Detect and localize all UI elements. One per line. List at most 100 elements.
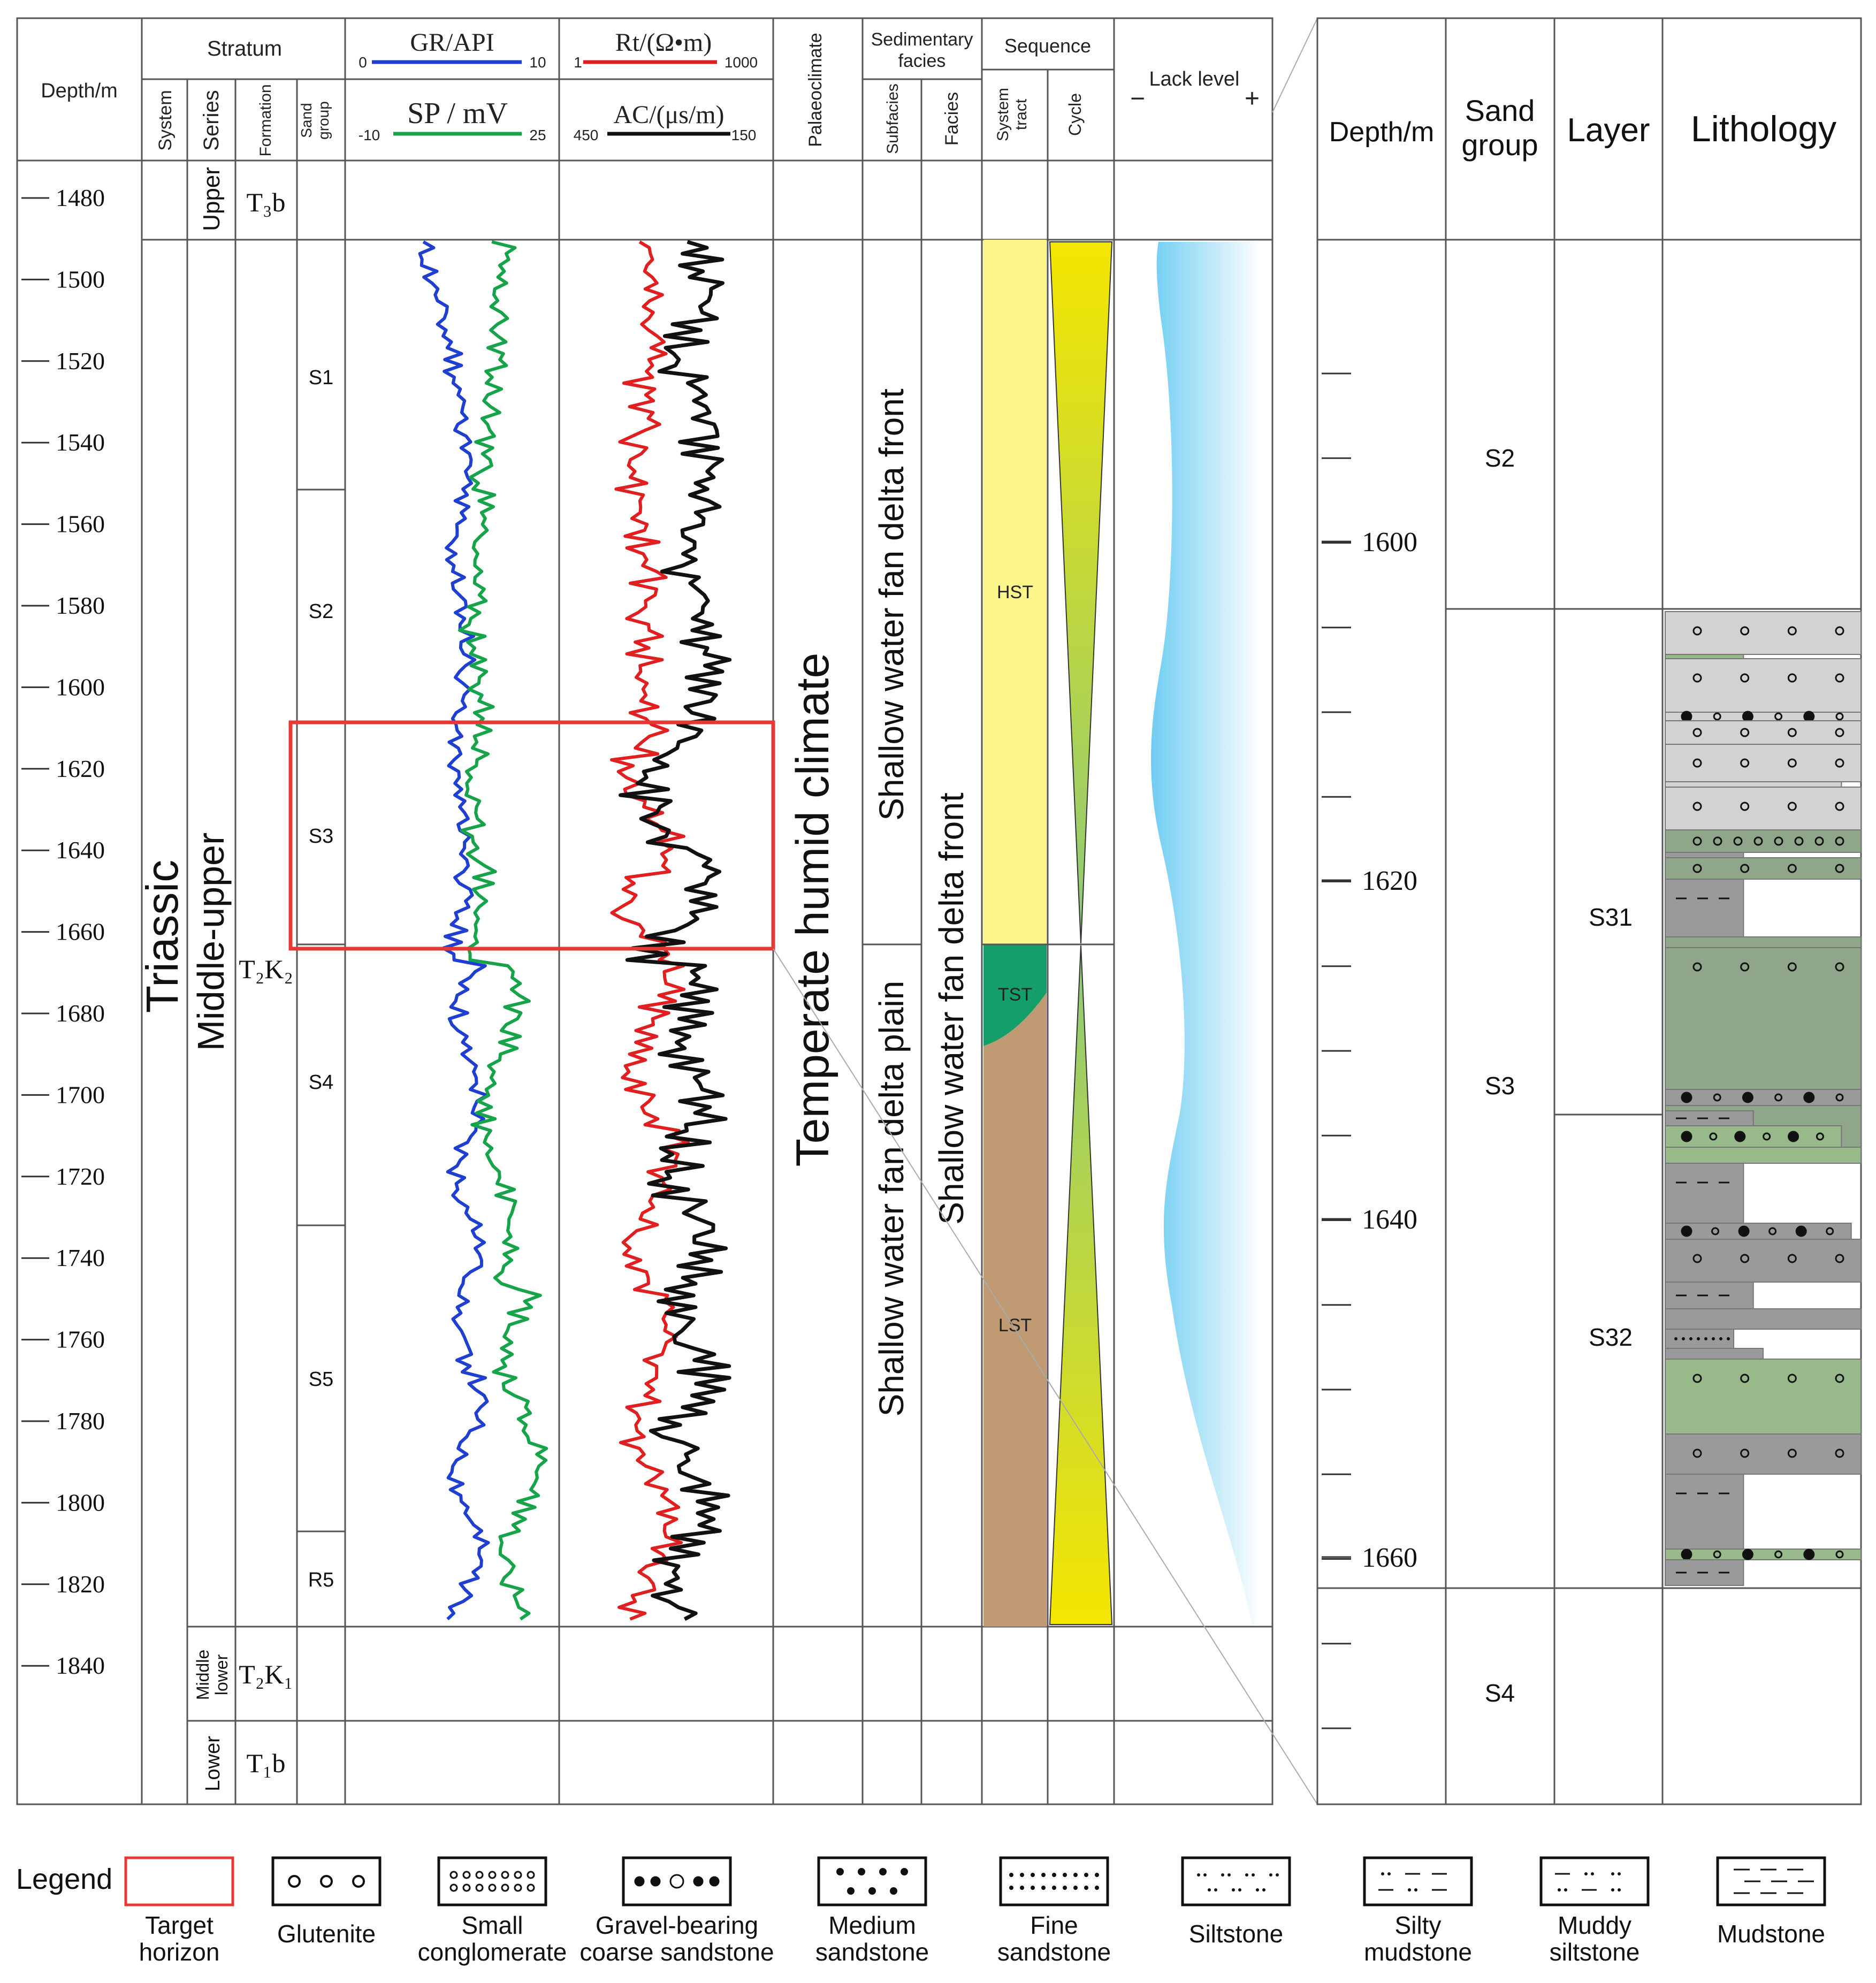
detail-layer-s32: S32 xyxy=(1589,1323,1633,1351)
depth-tick-label: 1540 xyxy=(56,429,105,456)
lithology-bed xyxy=(1665,1549,1862,1560)
lithology-bed xyxy=(1665,852,1744,858)
depth-tick-label: 1560 xyxy=(56,510,105,538)
depth-tick-label: 1640 xyxy=(56,836,105,864)
legend-label-1: Fine xyxy=(1030,1911,1078,1939)
lithology-bed xyxy=(1665,829,1862,853)
lithology-bed xyxy=(1665,1239,1862,1283)
depth-tick-label: 1820 xyxy=(56,1570,105,1598)
series-middle: Middle xyxy=(193,1650,212,1700)
header-facies-word: facies xyxy=(898,51,946,71)
depth-tick-label: 1700 xyxy=(56,1081,105,1108)
detail-depth-tick-label: 1660 xyxy=(1362,1543,1417,1573)
sand-group-s5: S5 xyxy=(309,1368,333,1391)
legend-item: Siltstone xyxy=(1181,1856,1291,1948)
cycle-triangles xyxy=(1049,241,1113,1625)
series-upper: Upper xyxy=(199,167,225,231)
lithology-bed xyxy=(1665,611,1862,655)
series-middle-upper: Middle-upper xyxy=(190,833,232,1051)
sand-group-s2: S2 xyxy=(309,600,333,623)
legend-swatch xyxy=(437,1856,547,1906)
depth-tick-label: 1740 xyxy=(56,1244,105,1271)
header-palaeoclimate: Palaeoclimate xyxy=(805,33,826,147)
header-stratum: Stratum xyxy=(207,37,282,60)
lack-plus: + xyxy=(1245,85,1260,113)
detail-header-lithology: Lithology xyxy=(1691,109,1836,149)
lithology-bed xyxy=(1665,712,1862,721)
header-sand: Sand xyxy=(298,103,315,138)
legend-label-2: horizon xyxy=(139,1938,220,1966)
depth-axis: 1480 1500 1520 1540 1560 1580 1600 1620 1640 1660… xyxy=(21,184,105,1679)
lithology-bed xyxy=(1665,879,1744,937)
legend-label-2: coarse sandstone xyxy=(579,1938,774,1966)
lithology-bed xyxy=(1665,1359,1862,1435)
legend-label-1: Medium xyxy=(828,1911,916,1939)
detail-depth-tick-label: 1600 xyxy=(1362,527,1417,558)
tst-label: TST xyxy=(998,985,1032,1005)
cycle-transgressive xyxy=(1049,945,1113,1625)
legend-label-1: Glutenite xyxy=(277,1920,376,1948)
detail-header-depth: Depth/m xyxy=(1329,117,1435,148)
depth-tick-label: 1520 xyxy=(56,347,105,375)
lithology-bed xyxy=(1665,936,1862,948)
subfacies-front: Shallow water fan delta front xyxy=(872,388,911,821)
gr-max: 10 xyxy=(529,54,546,71)
rt-label: Rt/(Ω•m) xyxy=(615,28,712,57)
facies-labels: Temperate humid climate Shallow water fa… xyxy=(787,388,971,1416)
header-system-tract-2: tract xyxy=(1012,98,1030,130)
detail-column: Depth/m Sand group Layer Lithology S2 S3… xyxy=(1316,17,1862,1805)
cycle-regressive xyxy=(1049,241,1113,944)
stratum-labels: Triassic Upper Middle-upper Middle lower… xyxy=(137,167,334,1791)
legend-label-1: Mudstone xyxy=(1717,1920,1825,1948)
lithology-bed xyxy=(1665,1147,1862,1164)
formation-t1b: T₁b xyxy=(247,1748,286,1778)
ac-label: AC/(μs/m) xyxy=(613,101,724,129)
detail-header-sand: Sand xyxy=(1465,94,1535,127)
header-system-tract-1: System xyxy=(994,88,1012,141)
legend-swatch xyxy=(271,1856,382,1906)
ac-min: 450 xyxy=(574,127,599,143)
legend-swatch xyxy=(1539,1856,1650,1906)
rt-max: 1000 xyxy=(725,54,758,71)
zoom-connector-top xyxy=(1272,18,1318,113)
depth-tick-label: 1680 xyxy=(56,1000,105,1027)
ac-max: 150 xyxy=(731,127,757,143)
series-lower: Lower xyxy=(202,1736,224,1791)
legend-label-2: siltstone xyxy=(1550,1938,1640,1966)
ac-curve xyxy=(619,240,732,1621)
depth-tick-label: 1720 xyxy=(56,1163,105,1190)
legend-label-2: mudstone xyxy=(1364,1938,1472,1966)
legend-label-1: Siltstone xyxy=(1189,1920,1283,1948)
depth-tick-label: 1480 xyxy=(56,184,105,211)
hst-block xyxy=(983,240,1047,944)
lithology-bed xyxy=(1665,744,1862,782)
legend-swatch xyxy=(999,1856,1109,1906)
legend-label-2: conglomerate xyxy=(418,1938,567,1966)
lithology-bed xyxy=(1665,1474,1744,1550)
lithology-bed xyxy=(1665,720,1862,745)
zoom-connector-bottom xyxy=(773,948,1318,1805)
depth-tick-label: 1580 xyxy=(56,592,105,619)
lithology-bed xyxy=(1665,1433,1862,1475)
lithology-bed xyxy=(1665,857,1862,880)
legend-swatch xyxy=(1181,1856,1291,1906)
header-system: System xyxy=(155,90,176,150)
lst-block xyxy=(983,993,1047,1627)
header-sequence: Sequence xyxy=(1004,35,1091,57)
detail-layer-s31: S31 xyxy=(1589,903,1633,931)
rt-curve xyxy=(610,240,690,1621)
header-formation: Formation xyxy=(257,84,274,156)
log-curves xyxy=(418,240,732,1621)
system-triassic: Triassic xyxy=(137,860,187,1013)
depth-tick-label: 1840 xyxy=(56,1652,105,1679)
detail-group-s3: S3 xyxy=(1485,1072,1515,1100)
lack-minus: − xyxy=(1130,85,1145,113)
legend-label-1: Gravel-bearing xyxy=(596,1911,758,1939)
sp-min: -10 xyxy=(359,127,380,143)
formation-t2k1: T₂K₁ xyxy=(239,1659,293,1689)
detail-frame xyxy=(1316,17,1862,1805)
